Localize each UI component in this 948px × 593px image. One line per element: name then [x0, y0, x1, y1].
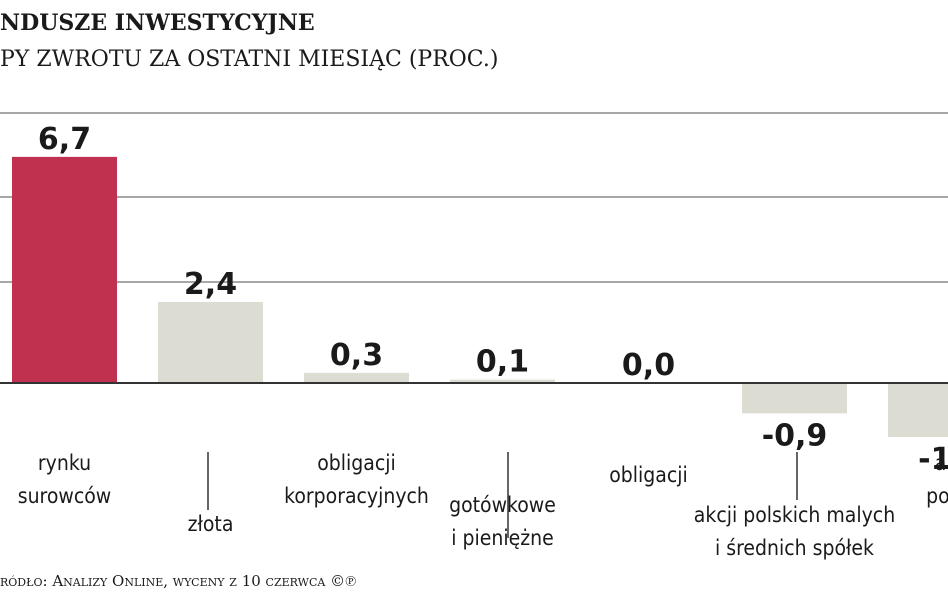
value-label: 6,7: [38, 122, 91, 157]
bar: [12, 156, 117, 383]
x-tick-label: a: [935, 451, 947, 475]
x-tick-label: obligacji: [317, 451, 396, 475]
x-tick-label: surowców: [18, 484, 112, 508]
bar: [450, 379, 555, 383]
x-tick-label: gotówkowe: [449, 493, 556, 517]
separators: [207, 452, 798, 538]
x-tick-label: pol: [926, 484, 948, 508]
source: ródło: Analizy Online, wyceny z 10 czerw…: [0, 572, 357, 590]
x-tick-label: korporacyjnych: [284, 484, 429, 508]
x-tick-label: obligacji: [609, 463, 688, 487]
gridlines: [0, 112, 948, 283]
x-tick-label: akcji polskich malych: [694, 503, 895, 527]
chart-title: NDUSZE INWESTYCYJNE: [0, 10, 315, 36]
chart-subtitle: PY ZWROTU ZA OSTATNI MIESIĄC (PROC.): [0, 47, 498, 72]
x-tick-label: i pieniężne: [451, 526, 554, 550]
bar: [742, 383, 847, 414]
value-label: 2,4: [184, 267, 237, 302]
value-label: -0,9: [762, 418, 828, 453]
x-tick-label: złota: [188, 512, 234, 536]
value-label: 0,1: [476, 345, 529, 380]
bar: [304, 372, 409, 383]
x-tick-label: i średnich spółek: [715, 536, 874, 560]
bar: [888, 383, 948, 437]
value-label: -1,: [918, 442, 948, 477]
x-tick-label: rynku: [38, 451, 91, 475]
value-label: 0,3: [330, 338, 383, 373]
bar: [158, 302, 263, 383]
value-label: 0,0: [622, 348, 675, 383]
